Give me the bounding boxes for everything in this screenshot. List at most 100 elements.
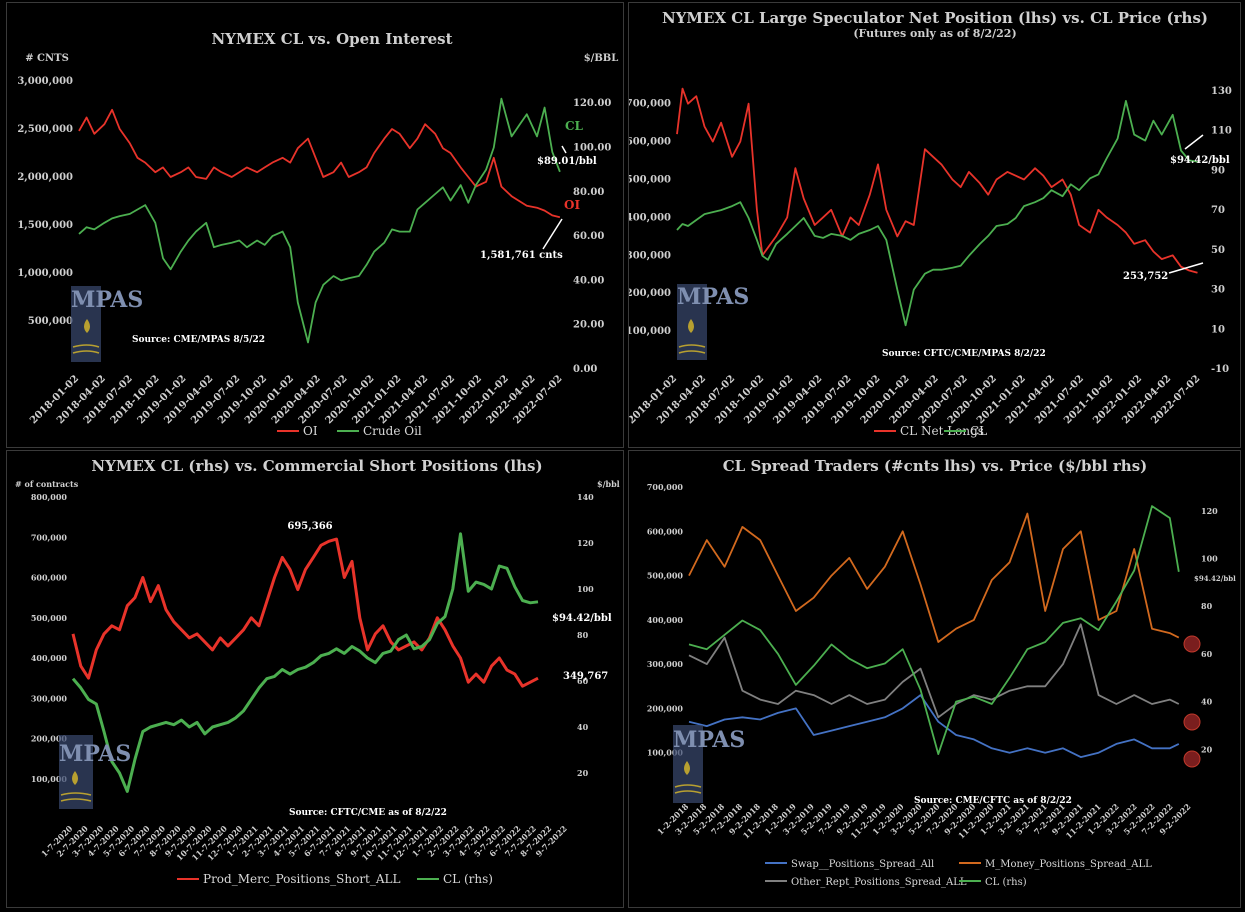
source-note: Source: CFTC/CME/MPAS 8/2/22 — [882, 349, 1046, 359]
series-layer — [676, 87, 1198, 327]
series-layer — [688, 505, 1180, 759]
left-tick-label: 100,000 — [647, 748, 684, 758]
legend-label: OI — [303, 424, 318, 438]
left-tick-label: 1,500,000 — [17, 220, 73, 231]
chart-spec-svg: NYMEX CL Large Speculator Net Position (… — [629, 9, 1232, 438]
right-axis: -10 10 30 50 70 90 110 130 — [1211, 86, 1232, 375]
chart-title: NYMEX CL (rhs) vs. Commercial Short Posi… — [91, 457, 542, 475]
legend-label: CL (rhs) — [985, 877, 1027, 888]
left-tick-label: 400,000 — [647, 615, 684, 625]
logo-text: MPAS — [59, 741, 131, 767]
logo-text: MPAS — [71, 287, 143, 313]
series-layer — [78, 97, 561, 344]
chart-title: CL Spread Traders (#cnts lhs) vs. Price … — [723, 457, 1148, 475]
legend-label: CL Net Longs — [900, 424, 984, 438]
left-axis: 100,000 200,000 300,000 400,000 500,000 600,0… — [647, 482, 684, 758]
left-tick-label: 800,000 — [31, 492, 68, 502]
annotation-oi-value: 1,581,761 cnts — [480, 250, 563, 261]
chart-title: NYMEX CL vs. Open Interest — [211, 30, 452, 48]
right-axis: 20 40 60 80 100 120 140 — [577, 492, 594, 778]
right-tick-label: 120.00 — [573, 98, 611, 109]
right-tick-label: -10 — [1211, 364, 1229, 375]
chart-panel-commercial-short: NYMEX CL (rhs) vs. Commercial Short Posi… — [6, 450, 624, 908]
logo-text: MPAS — [673, 727, 745, 753]
annotation-arrow — [1184, 134, 1204, 150]
left-axis: 100,000 200,000 300,000 400,000 500,000 600,0… — [31, 492, 68, 784]
right-axis: 20 40 60 80 100 120 — [1201, 506, 1218, 754]
right-tick-label: 60 — [1201, 649, 1213, 659]
right-tick-label: 20 — [1201, 744, 1213, 754]
left-tick-label: 300,000 — [629, 250, 671, 261]
end-marker — [1183, 713, 1201, 731]
left-axis: 500,000 1,000,000 1,500,000 2,000,000 2,500,… — [17, 76, 73, 327]
left-tick-label: 2,500,000 — [17, 124, 73, 135]
chart-panel-open-interest: NYMEX CL vs. Open Interest # CNTS $/BBL … — [6, 2, 624, 448]
left-tick-label: 2,000,000 — [17, 172, 73, 183]
annotation-cl: CL — [565, 119, 584, 133]
right-tick-label: 100 — [1201, 554, 1218, 564]
right-tick-label: 120 — [1201, 506, 1218, 516]
left-tick-label: 600,000 — [31, 573, 68, 583]
left-tick-label: 300,000 — [31, 693, 68, 703]
annotation-short-value: 349,767 — [563, 671, 608, 682]
right-tick-label: 0.00 — [573, 364, 597, 375]
left-tick-label: 300,000 — [647, 659, 684, 669]
source-note: Source: CME/MPAS 8/5/22 — [132, 335, 265, 345]
right-axis-unit: $/bbl — [597, 479, 620, 489]
series-line-1 — [676, 100, 1198, 327]
left-tick-label: 700,000 — [647, 482, 684, 492]
source-note: Source: CME/CFTC as of 8/2/22 — [914, 796, 1072, 806]
chart-panel-spread-traders: CL Spread Traders (#cnts lhs) vs. Price … — [628, 450, 1241, 908]
x-axis: 1-7-20202-7-20203-7-20204-7-20205-7-2020… — [39, 823, 569, 863]
right-tick-label: 120 — [577, 538, 594, 548]
chart-spread-svg: CL Spread Traders (#cnts lhs) vs. Price … — [647, 457, 1236, 888]
series-line-1 — [78, 97, 561, 344]
annotation-cl-price: $94.42/bbl — [1170, 155, 1230, 166]
x-tick-label: 2022-07-02 — [512, 373, 565, 426]
logo-text: MPAS — [677, 284, 749, 310]
series-line-0 — [688, 694, 1180, 759]
right-tick-label: 60 — [577, 676, 589, 686]
series-line-1 — [688, 512, 1180, 643]
left-axis-unit: # of contracts — [15, 479, 79, 489]
annotation-cl-price: $89.01/bbl — [537, 156, 597, 167]
left-tick-label: 200,000 — [31, 734, 68, 744]
annotation-cl-price: $94.42/bbl — [552, 613, 612, 624]
x-axis: 1-2-20183-2-20185-2-20187-2-20189-2-2018… — [655, 801, 1193, 841]
right-tick-label: 10 — [1211, 324, 1225, 335]
annotation-oi: OI — [564, 198, 580, 212]
chart-commercial-svg: NYMEX CL (rhs) vs. Commercial Short Posi… — [15, 457, 620, 886]
right-tick-label: 140 — [577, 492, 594, 502]
left-tick-label: 400,000 — [31, 653, 68, 663]
left-tick-label: 1,000,000 — [17, 268, 73, 279]
legend-label: Prod_Merc_Positions_Short_ALL — [203, 872, 401, 886]
left-tick-label: 200,000 — [647, 703, 684, 713]
chart-oi-svg: NYMEX CL vs. Open Interest # CNTS $/BBL … — [17, 30, 618, 438]
left-tick-label: 100,000 — [31, 774, 68, 784]
annotation-cl-price: $94.42/bbl — [1194, 574, 1236, 583]
left-tick-label: 500,000 — [629, 175, 671, 186]
left-axis: 100,000 200,000 300,000 400,000 500,000 600,0… — [629, 99, 671, 337]
left-tick-label: 600,000 — [647, 526, 684, 536]
x-axis: 2018-01-022018-04-022018-07-022018-10-02… — [28, 373, 564, 426]
right-tick-label: 40 — [1201, 697, 1213, 707]
right-tick-label: 130 — [1211, 86, 1232, 97]
series-layer — [71, 532, 539, 793]
right-tick-label: 20.00 — [573, 320, 604, 331]
annotation-arrow — [1168, 262, 1204, 274]
logo: MPAS — [677, 284, 749, 360]
right-tick-label: 70 — [1211, 205, 1225, 216]
right-tick-label: 30 — [1211, 285, 1225, 296]
left-tick-label: 700,000 — [629, 99, 671, 110]
right-axis: 0.00 20.00 40.00 60.00 80.00 100.00 120.00 — [573, 98, 611, 375]
left-tick-label: 500,000 — [28, 316, 73, 327]
legend-label: M_Money_Positions_Spread_ALL — [985, 859, 1152, 870]
annotation-peak: 695,366 — [287, 521, 332, 532]
legend: Swap__Positions_Spread_All M_Money_Positi… — [765, 859, 1152, 888]
left-tick-label: 500,000 — [647, 571, 684, 581]
series-line-0 — [71, 537, 539, 688]
end-marker — [1183, 635, 1201, 653]
series-line-1 — [71, 532, 539, 793]
chart-subtitle: (Futures only as of 8/2/22) — [853, 27, 1016, 40]
